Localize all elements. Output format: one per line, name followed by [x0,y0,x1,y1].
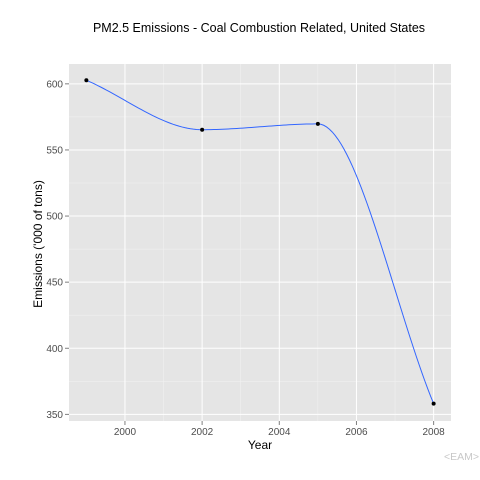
y-tick-label: 400 [46,344,63,355]
points-layer [84,78,436,406]
x-tick-label: 2008 [423,427,446,438]
series-line [86,79,435,404]
x-axis: 2000 2002 2004 2006 2008 [114,421,445,438]
y-axis: 350 400 450 500 550 600 [46,79,69,421]
series-layer [86,79,435,404]
data-point [200,127,205,132]
watermark: <EAM> [444,451,479,463]
y-axis-title: Emissions ('000 of tons) [31,180,45,308]
data-point [315,121,320,126]
data-point [84,78,89,83]
major-gridlines [69,64,451,421]
plot-panel [69,64,451,421]
x-axis-title: Year [248,438,272,452]
x-tick-label: 2002 [191,427,214,438]
y-tick-label: 550 [46,145,63,156]
y-tick-label: 450 [46,278,63,289]
x-tick-label: 2000 [114,427,137,438]
x-tick-label: 2004 [268,427,291,438]
y-tick-label: 500 [46,212,63,223]
data-point [431,401,436,406]
chart-title: PM2.5 Emissions - Coal Combustion Relate… [93,21,425,35]
y-tick-label: 350 [46,410,63,421]
x-tick-label: 2006 [345,427,368,438]
y-tick-label: 600 [46,79,63,90]
